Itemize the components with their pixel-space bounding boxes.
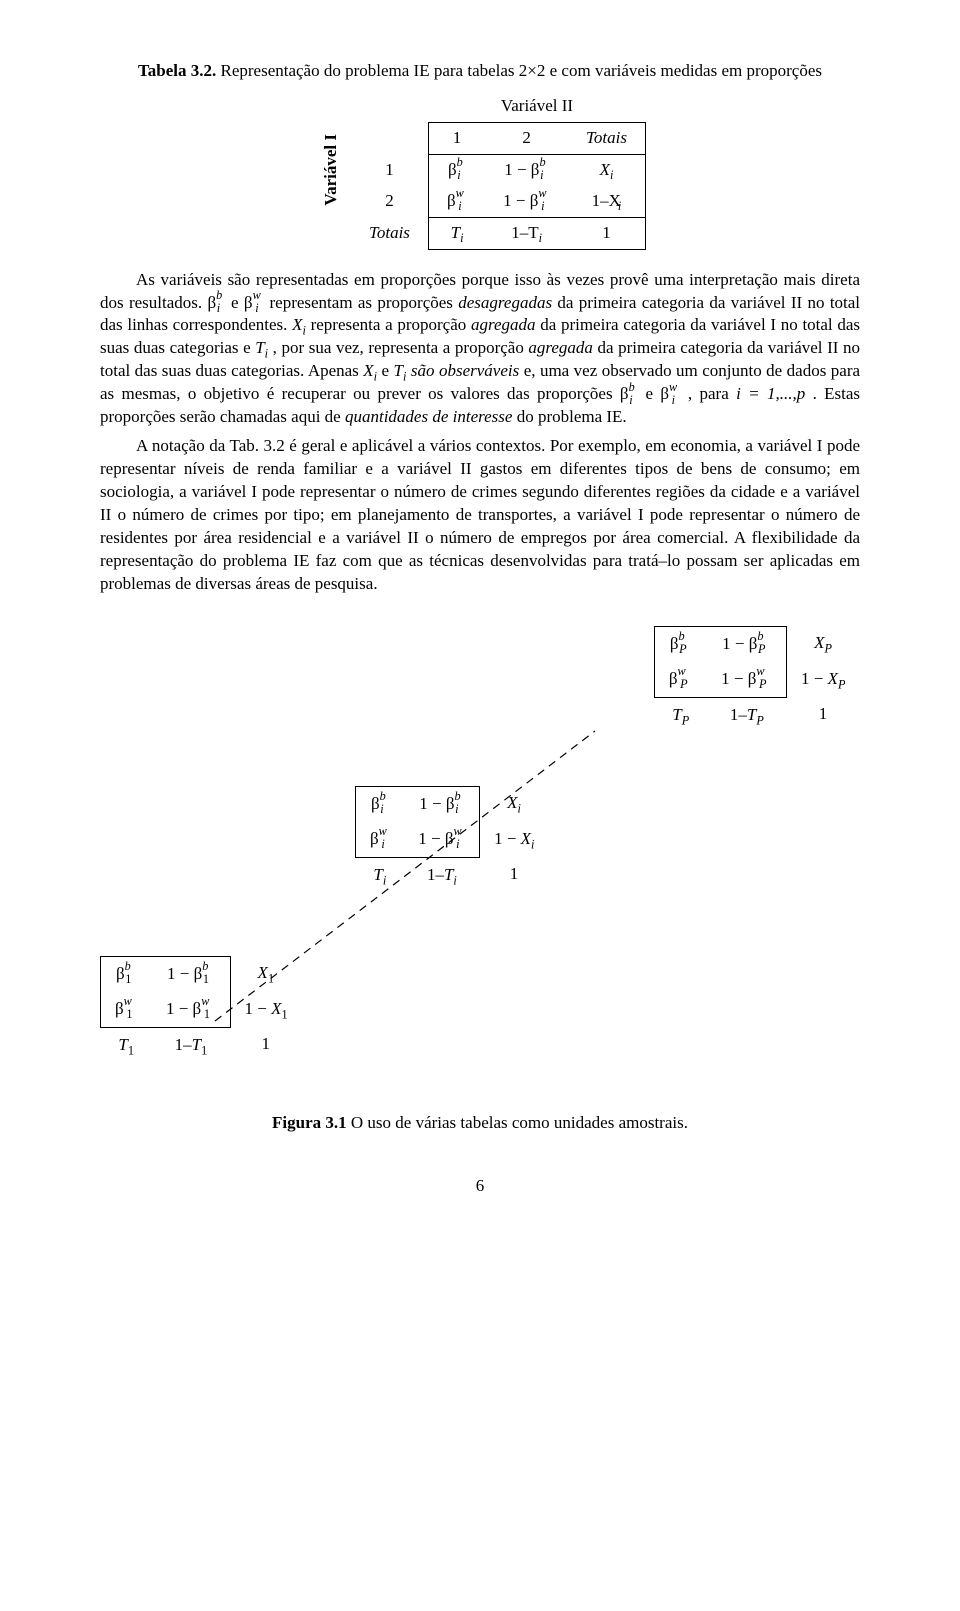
cell-2-1: βwi: [428, 186, 485, 217]
figure-3-1: βbP 1 − βbP XP βwP 1 − βwP 1 − XP TP 1–T…: [100, 626, 860, 1106]
table-caption-label: Tabela 3.2.: [138, 61, 216, 80]
cell-1-2: 1 − βbi: [485, 154, 568, 185]
cell-2-3: 1–Xi: [568, 186, 645, 217]
figure-caption: Figura 3.1 O uso de várias tabelas como …: [100, 1112, 860, 1135]
row-axis-label: Variável I: [314, 134, 343, 206]
paragraph-1: As variáveis são representadas em propor…: [100, 269, 860, 430]
table-caption: Tabela 3.2. Representação do problema IE…: [100, 60, 860, 83]
page-number: 6: [100, 1175, 860, 1198]
row-2-label: 2: [351, 186, 428, 217]
cell-t-1: Ti: [428, 217, 485, 249]
mini-table-i: βbi 1 − βbi Xi βwi 1 − βwi 1 − Xi Ti 1–T…: [355, 786, 549, 893]
col-totais-header: Totais: [568, 122, 645, 154]
col-2-header: 2: [485, 122, 568, 154]
table-caption-text: Representação do problema IE para tabela…: [216, 61, 822, 80]
cell-1-1: βbi: [428, 154, 485, 185]
col-axis-label: Variável II: [428, 91, 645, 122]
table-3-2: Variável I Variável II 1 2 Totais 1 βbi …: [100, 91, 860, 263]
cell-2-2: 1 − βwi: [485, 186, 568, 217]
figure-caption-text: O uso de várias tabelas como unidades am…: [347, 1113, 688, 1132]
cell-t-3: 1: [568, 217, 645, 249]
mini-table-1: βb1 1 − βb1 X1 βw1 1 − βw1 1 − X1 T1 1–T…: [100, 956, 302, 1063]
figure-caption-label: Figura 3.1: [272, 1113, 347, 1132]
cell-1-3: Xi: [568, 154, 645, 185]
row-totais-label: Totais: [351, 217, 428, 249]
paragraph-2: A notação da Tab. 3.2 é geral e aplicáve…: [100, 435, 860, 596]
col-1-header: 1: [428, 122, 485, 154]
cell-t-2: 1–Ti: [485, 217, 568, 249]
mini-table-P: βbP 1 − βbP XP βwP 1 − βwP 1 − XP TP 1–T…: [654, 626, 860, 733]
row-1-label: 1: [351, 154, 428, 185]
